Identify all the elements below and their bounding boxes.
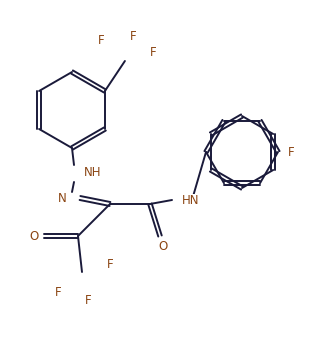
Text: F: F: [85, 294, 91, 307]
Text: O: O: [29, 230, 39, 243]
Text: O: O: [158, 240, 168, 253]
Text: F: F: [150, 46, 156, 59]
Text: N: N: [58, 193, 66, 206]
Text: F: F: [107, 257, 113, 270]
Text: F: F: [98, 34, 104, 47]
Text: HN: HN: [182, 194, 199, 206]
Text: F: F: [288, 146, 295, 159]
Text: F: F: [55, 286, 61, 299]
Text: F: F: [130, 29, 136, 42]
Text: NH: NH: [84, 167, 101, 180]
